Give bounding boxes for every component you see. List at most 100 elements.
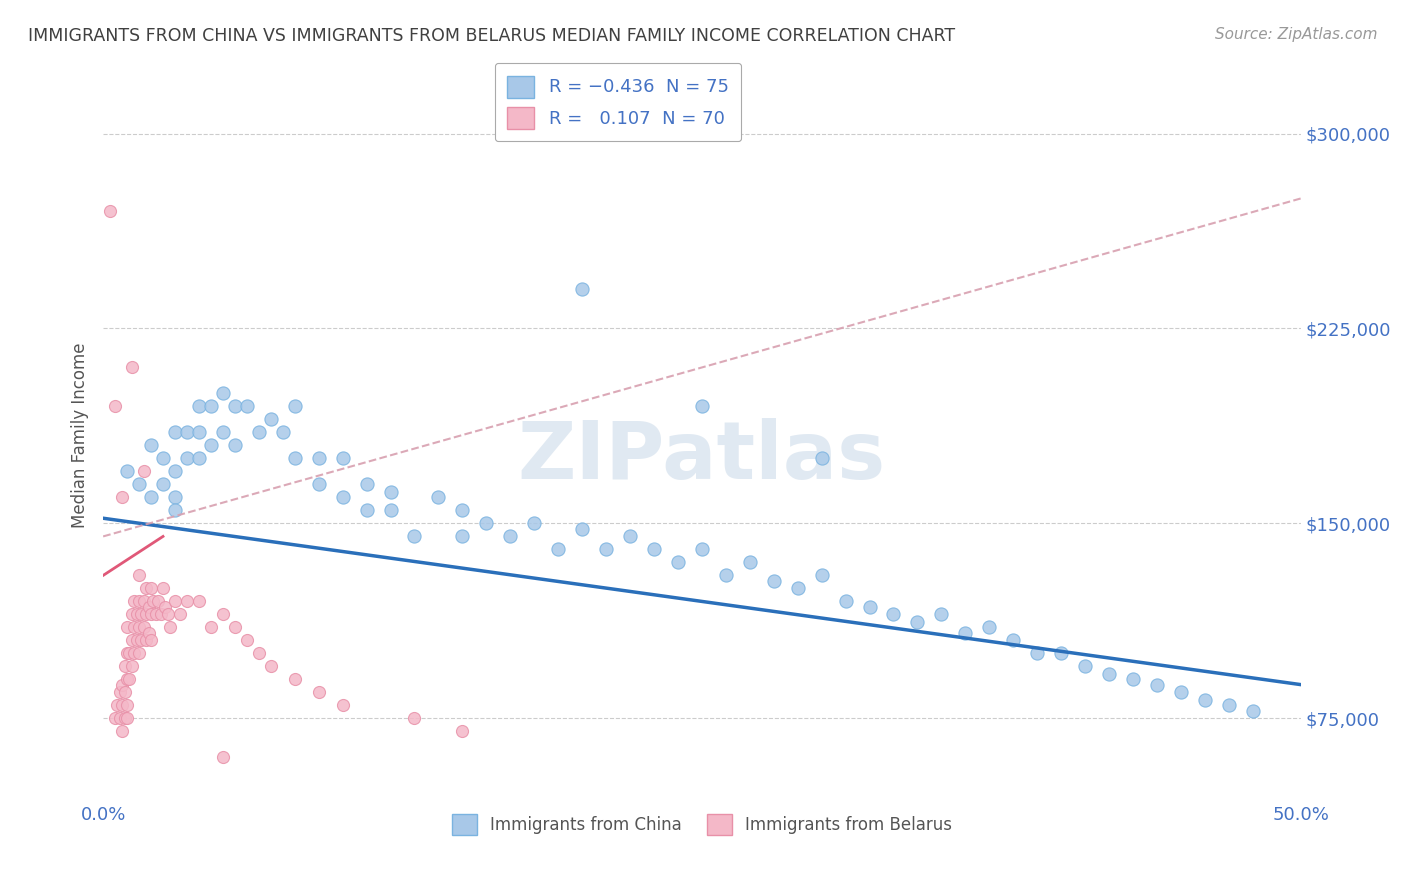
Point — [118, 673, 141, 687]
Point — [308, 477, 330, 491]
Point — [98, 204, 121, 219]
Point — [284, 400, 307, 414]
Point — [104, 400, 127, 414]
Point — [762, 574, 785, 588]
Point — [1002, 633, 1025, 648]
Point — [132, 620, 155, 634]
Point — [451, 503, 474, 517]
Point — [108, 711, 131, 725]
Point — [111, 677, 134, 691]
Point — [176, 594, 198, 608]
Point — [148, 594, 170, 608]
Point — [547, 542, 569, 557]
Point — [404, 529, 426, 543]
Point — [128, 568, 150, 582]
Point — [810, 568, 832, 582]
Point — [571, 522, 593, 536]
Point — [139, 582, 162, 596]
Point — [858, 599, 880, 614]
Point — [212, 425, 235, 440]
Point — [404, 711, 426, 725]
Point — [907, 615, 929, 630]
Point — [121, 607, 143, 622]
Point — [882, 607, 904, 622]
Point — [810, 451, 832, 466]
Point — [115, 673, 138, 687]
Point — [643, 542, 665, 557]
Point — [308, 451, 330, 466]
Point — [236, 400, 259, 414]
Point — [332, 491, 354, 505]
Point — [156, 607, 179, 622]
Point — [114, 711, 136, 725]
Point — [145, 607, 167, 622]
Point — [260, 412, 283, 426]
Point — [247, 425, 270, 440]
Point — [475, 516, 498, 531]
Point — [163, 594, 186, 608]
Legend: Immigrants from China, Immigrants from Belarus: Immigrants from China, Immigrants from B… — [441, 805, 962, 845]
Point — [121, 360, 143, 375]
Point — [163, 425, 186, 440]
Point — [135, 633, 157, 648]
Point — [187, 425, 209, 440]
Text: Source: ZipAtlas.com: Source: ZipAtlas.com — [1215, 27, 1378, 42]
Point — [121, 633, 143, 648]
Point — [200, 438, 222, 452]
Text: ZIPatlas: ZIPatlas — [517, 418, 886, 496]
Point — [139, 438, 162, 452]
Point — [200, 400, 222, 414]
Point — [595, 542, 617, 557]
Point — [115, 647, 138, 661]
Point — [139, 491, 162, 505]
Point — [308, 685, 330, 699]
Point — [131, 633, 153, 648]
Point — [1218, 698, 1240, 713]
Point — [931, 607, 953, 622]
Point — [786, 582, 808, 596]
Point — [666, 556, 689, 570]
Point — [128, 594, 150, 608]
Point — [451, 529, 474, 543]
Point — [163, 503, 186, 517]
Point — [121, 659, 143, 673]
Point — [176, 451, 198, 466]
Point — [356, 503, 378, 517]
Point — [187, 400, 209, 414]
Point — [1241, 704, 1264, 718]
Point — [122, 594, 145, 608]
Point — [152, 582, 174, 596]
Point — [187, 451, 209, 466]
Point — [690, 542, 713, 557]
Point — [118, 647, 141, 661]
Point — [271, 425, 294, 440]
Point — [284, 451, 307, 466]
Point — [212, 750, 235, 764]
Point — [152, 477, 174, 491]
Point — [135, 607, 157, 622]
Point — [619, 529, 641, 543]
Point — [125, 633, 148, 648]
Point — [104, 711, 127, 725]
Point — [125, 607, 148, 622]
Point — [115, 711, 138, 725]
Point — [138, 599, 160, 614]
Point — [260, 659, 283, 673]
Point — [955, 625, 977, 640]
Point — [427, 491, 450, 505]
Point — [132, 465, 155, 479]
Point — [128, 477, 150, 491]
Point — [380, 485, 402, 500]
Point — [212, 607, 235, 622]
Point — [1122, 673, 1144, 687]
Point — [332, 451, 354, 466]
Point — [380, 503, 402, 517]
Point — [128, 647, 150, 661]
Point — [1074, 659, 1097, 673]
Point — [115, 698, 138, 713]
Point — [738, 556, 761, 570]
Point — [111, 491, 134, 505]
Point — [132, 594, 155, 608]
Point — [247, 647, 270, 661]
Point — [1146, 677, 1168, 691]
